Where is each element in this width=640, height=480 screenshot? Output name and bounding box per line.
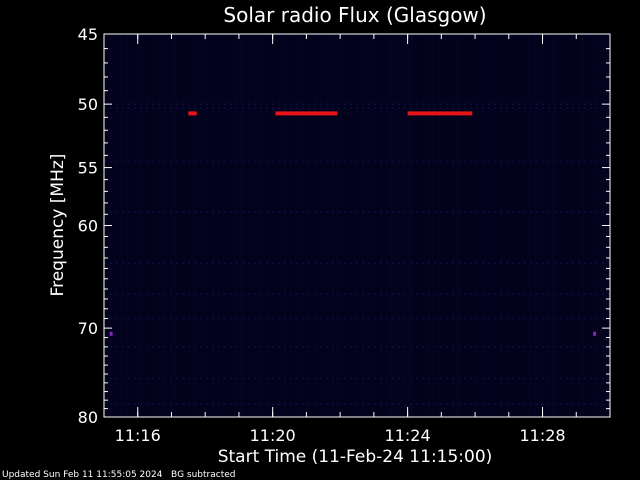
x-tick-label: 11:24	[385, 426, 431, 445]
plot-area	[104, 34, 610, 417]
background-texture	[104, 34, 610, 417]
x-axis-label: Start Time (11-Feb-24 11:15:00)	[218, 447, 493, 467]
y-tick-label: 45	[78, 25, 98, 44]
y-tick-label: 55	[78, 159, 98, 178]
spot-mark	[109, 331, 113, 336]
spectral-features	[109, 111, 597, 336]
processing-note: BG subtracted	[171, 470, 236, 480]
rfi-band-mark	[275, 111, 338, 116]
rfi-band-mark	[407, 111, 473, 116]
updated-timestamp: Updated Sun Feb 11 11:55:05 2024	[2, 470, 163, 480]
spot-mark	[593, 331, 597, 336]
x-tick-label: 11:20	[250, 426, 296, 445]
footer: Updated Sun Feb 11 11:55:05 2024 BG subt…	[2, 470, 235, 480]
y-axis-label: Frequency [MHz]	[48, 154, 68, 297]
chart-title: Solar radio Flux (Glasgow)	[223, 3, 486, 27]
y-tick-label: 70	[78, 319, 98, 338]
x-tick-label: 11:16	[115, 426, 161, 445]
y-tick-label: 50	[78, 95, 98, 114]
rfi-short-mark	[188, 111, 197, 116]
x-axis: 11:16 11:20 11:24 11:28	[103, 34, 611, 445]
x-tick-label: 11:28	[519, 426, 565, 445]
y-tick-label: 80	[78, 408, 98, 427]
y-tick-label: 60	[78, 217, 98, 236]
y-axis: 45 50 55 60 70 80	[78, 25, 610, 427]
